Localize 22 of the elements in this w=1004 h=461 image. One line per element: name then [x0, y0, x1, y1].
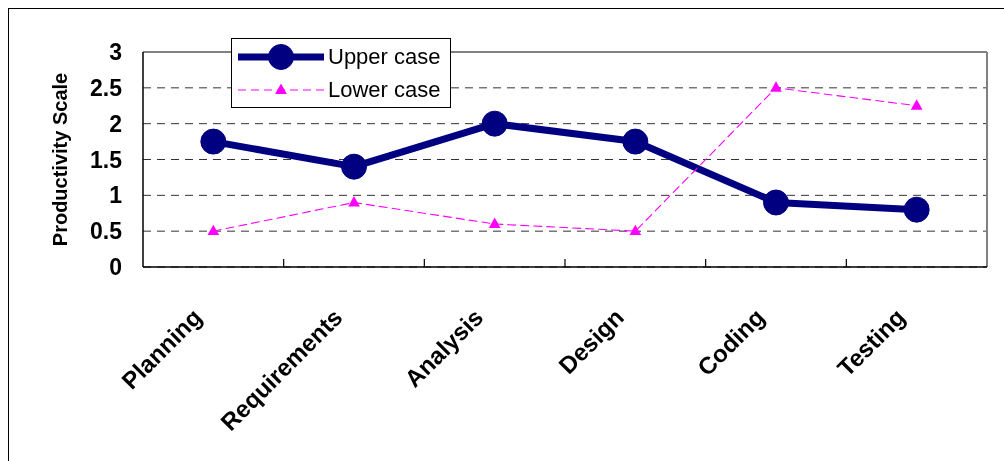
point: [488, 217, 501, 228]
y-tick-label: 2.5: [90, 75, 123, 101]
legend-label: Upper case: [328, 43, 441, 70]
point: [629, 224, 642, 236]
legend-label: Lower case: [328, 76, 441, 103]
point: [200, 128, 227, 155]
point: [903, 196, 930, 223]
y-tick-label: 1: [109, 182, 123, 209]
point: [481, 110, 508, 137]
y-tick-label: 1.5: [90, 146, 123, 173]
point: [622, 128, 649, 155]
y-tick-label: 0: [109, 254, 122, 281]
y-tick-label: 0.5: [90, 218, 123, 245]
point: [341, 153, 367, 180]
y-axis-title: Productivity Scale: [49, 72, 72, 247]
y-tick-label: 3: [109, 39, 122, 66]
point: [910, 99, 923, 110]
y-tick-label: 2: [109, 110, 122, 137]
point: [207, 224, 220, 236]
point: [348, 196, 360, 207]
point: [763, 189, 789, 216]
point: [770, 81, 782, 92]
